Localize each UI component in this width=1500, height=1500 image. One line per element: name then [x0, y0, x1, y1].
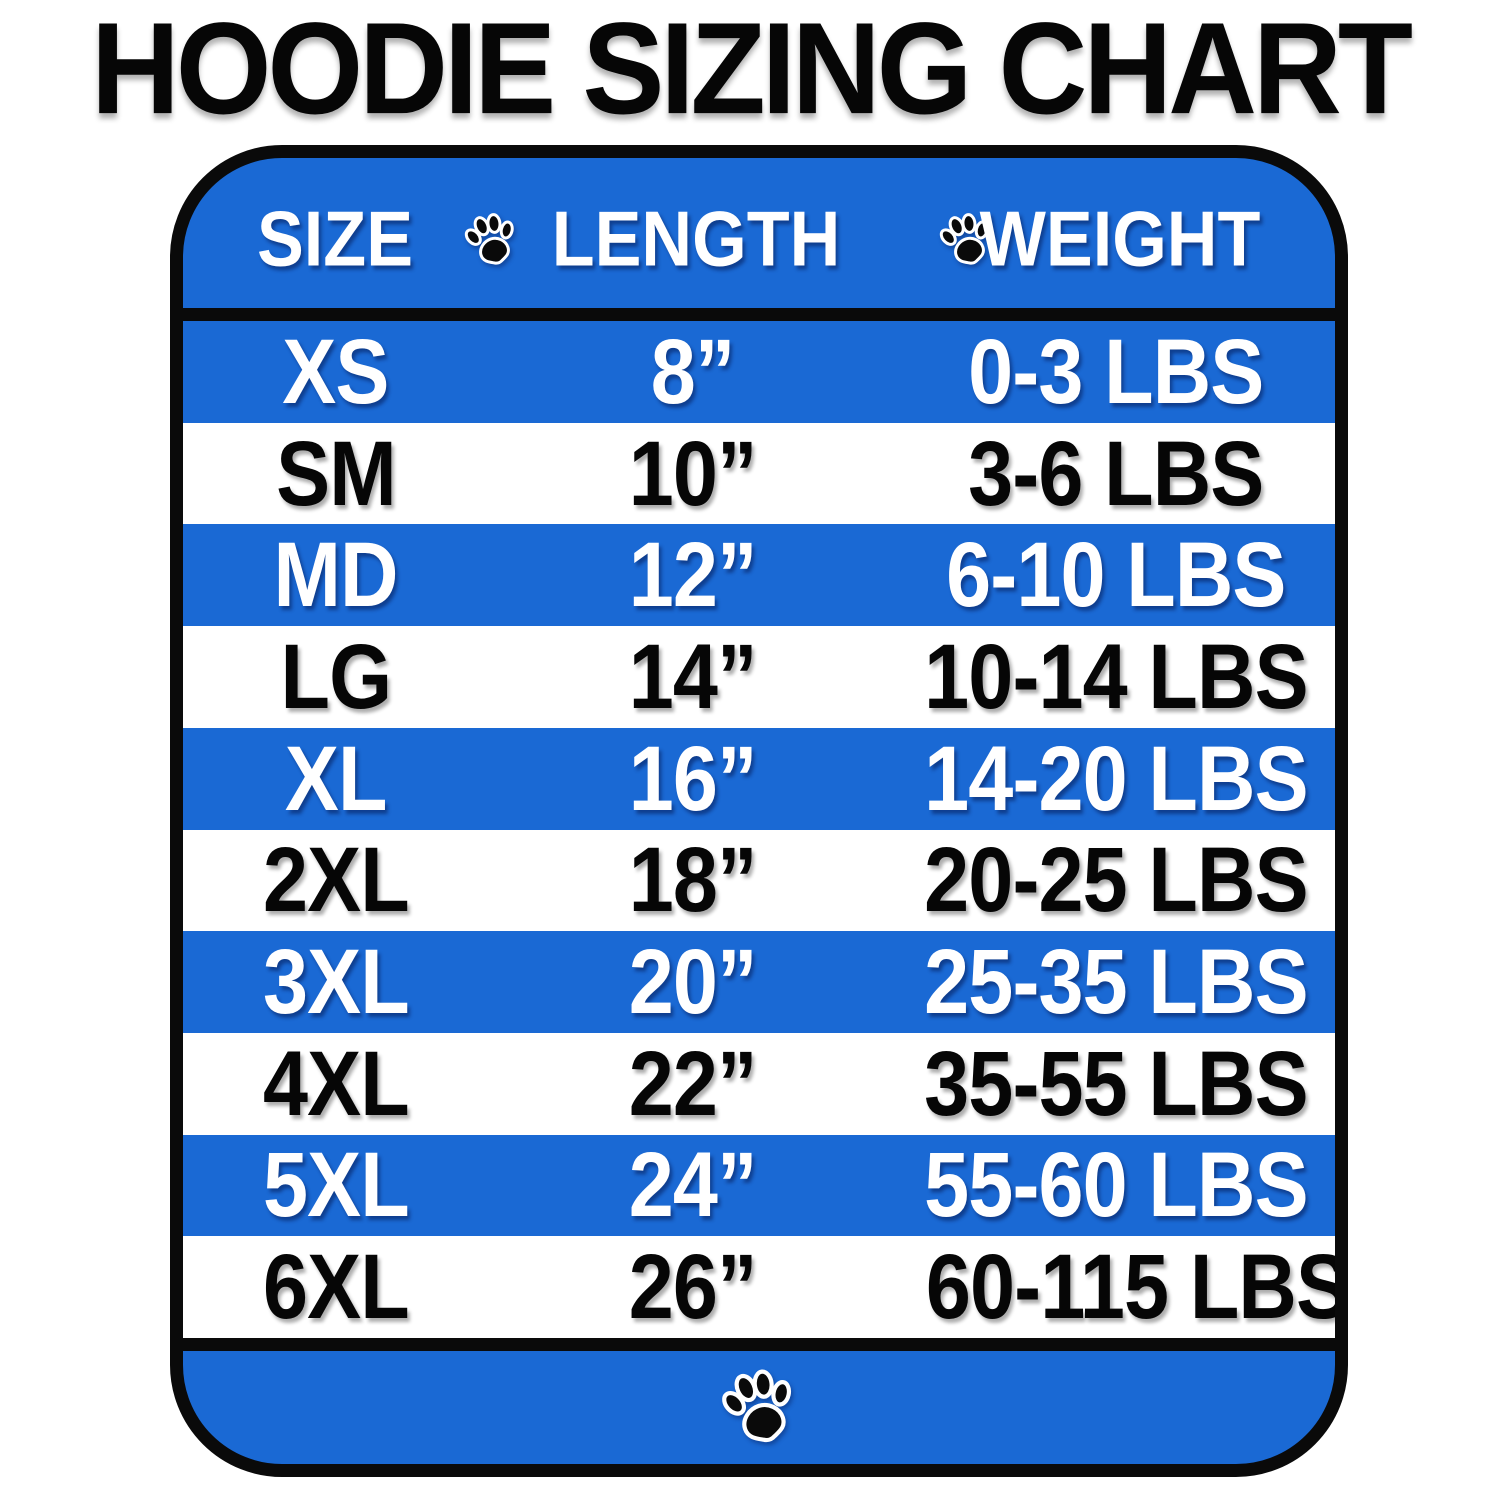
weight-value: 6-10 LBS [946, 524, 1286, 627]
length-value: 18” [628, 829, 758, 932]
table-body: XS 8” 0-3 LBS SM 10” 3-6 LBS MD 12” 6-10… [183, 321, 1348, 1339]
weight-value: 14-20 LBS [924, 727, 1308, 830]
table-row-lg: LG 14” 10-14 LBS [183, 626, 1335, 728]
length-value: 22” [628, 1032, 758, 1135]
weight-value: 3-6 LBS [968, 422, 1264, 525]
column-header-size: SIZE [257, 194, 414, 283]
table-header-row: SIZE LENGTH WEIGHT [183, 158, 1335, 308]
size-value: MD [273, 524, 399, 627]
page-title: HOODIE SIZING CHART [90, 0, 1413, 142]
table-row-md: MD 12” 6-10 LBS [183, 524, 1335, 627]
weight-value: 60-115 LBS [926, 1236, 1348, 1339]
length-value: 20” [628, 931, 758, 1034]
weight-value: 55-60 LBS [924, 1134, 1308, 1237]
size-value: 2XL [262, 829, 410, 932]
weight-value: 10-14 LBS [924, 625, 1308, 728]
length-value: 14” [628, 625, 758, 728]
length-value: 10” [628, 422, 758, 525]
table-row-sm: SM 10” 3-6 LBS [183, 422, 1335, 525]
table-row-2xl: 2XL 18” 20-25 LBS [183, 829, 1335, 932]
size-value: 3XL [262, 931, 410, 1034]
table-row-3xl: 3XL 20” 25-35 LBS [183, 931, 1335, 1033]
size-value: XL [284, 727, 388, 830]
size-value: 6XL [262, 1236, 410, 1339]
footer-divider [183, 1338, 1335, 1351]
length-value: 8” [650, 320, 736, 423]
table-row-4xl: 4XL 22” 35-55 LBS [183, 1032, 1335, 1135]
table-row-xl: XL 16” 14-20 LBS [183, 727, 1335, 830]
length-value: 16” [628, 727, 758, 830]
size-value: 5XL [262, 1134, 410, 1237]
size-value: SM [275, 422, 397, 525]
size-value: 4XL [262, 1032, 410, 1135]
sizing-chart-card: SIZE LENGTH WEIGHT XS 8” 0-3 LBS SM 10” … [170, 145, 1348, 1477]
length-value: 12” [628, 524, 758, 627]
paw-icon [717, 1362, 801, 1450]
table-row-5xl: 5XL 24” 55-60 LBS [183, 1134, 1335, 1237]
weight-value: 20-25 LBS [924, 829, 1308, 932]
table-row-6xl: 6XL 26” 60-115 LBS [183, 1236, 1348, 1339]
weight-value: 35-55 LBS [924, 1032, 1308, 1135]
weight-value: 25-35 LBS [924, 931, 1308, 1034]
length-value: 26” [628, 1236, 758, 1339]
size-value: XS [282, 320, 390, 423]
column-header-length: LENGTH [551, 194, 840, 283]
size-value: LG [280, 625, 392, 728]
weight-value: 0-3 LBS [968, 320, 1264, 423]
length-value: 24” [628, 1134, 758, 1237]
table-row-xs: XS 8” 0-3 LBS [183, 321, 1335, 423]
header-divider [183, 308, 1335, 321]
column-header-weight: WEIGHT [979, 194, 1260, 283]
card-footer [183, 1351, 1335, 1464]
paw-icon [461, 208, 521, 270]
